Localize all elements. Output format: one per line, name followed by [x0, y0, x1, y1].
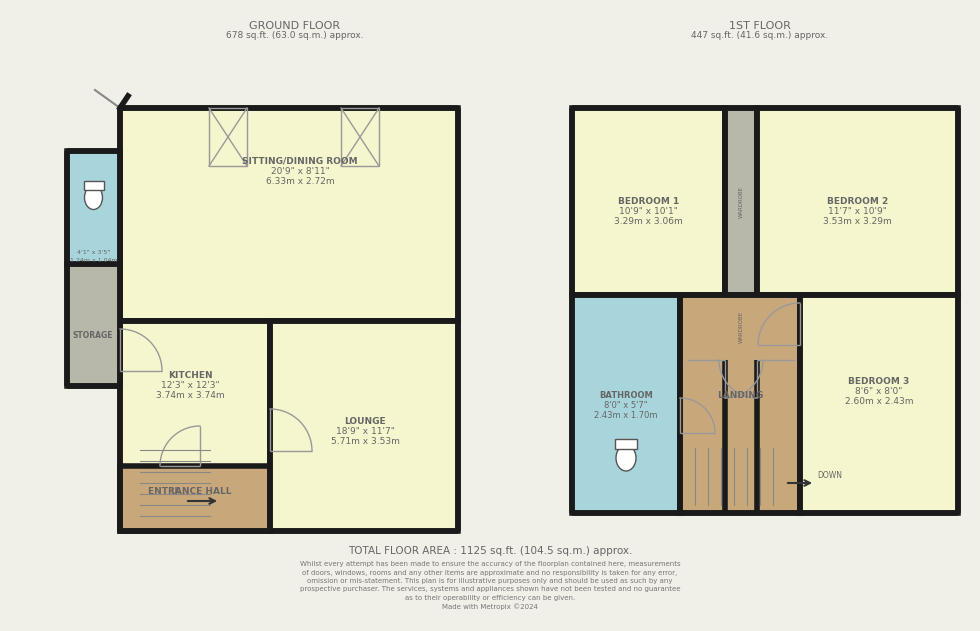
Bar [270, 321, 458, 531]
Text: of doors, windows, rooms and any other items are approximate and no responsibili: of doors, windows, rooms and any other i… [303, 570, 677, 575]
Text: 12'3" x 12'3": 12'3" x 12'3" [161, 382, 220, 391]
Text: 8'6" x 8'0": 8'6" x 8'0" [856, 387, 903, 396]
Bar [725, 108, 757, 295]
Text: ENTRANCE HALL: ENTRANCE HALL [148, 487, 231, 495]
Text: 8'0" x 5'7": 8'0" x 5'7" [605, 401, 648, 411]
Text: 11'7" x 10'9": 11'7" x 10'9" [828, 206, 887, 216]
Bar [615, 439, 637, 449]
Text: BEDROOM 2: BEDROOM 2 [827, 196, 888, 206]
Text: 6.33m x 2.72m: 6.33m x 2.72m [266, 177, 334, 186]
Text: UP: UP [170, 487, 180, 495]
Text: TOTAL FLOOR AREA : 1125 sq.ft. (104.5 sq.m.) approx.: TOTAL FLOOR AREA : 1125 sq.ft. (104.5 sq… [348, 546, 632, 556]
Text: DOWN: DOWN [817, 471, 843, 480]
Text: KITCHEN: KITCHEN [168, 372, 213, 380]
Bar [572, 108, 725, 295]
Text: 3.53m x 3.29m: 3.53m x 3.29m [823, 216, 892, 225]
Text: GROUND FLOOR: GROUND FLOOR [250, 21, 341, 31]
Text: WARDROBE: WARDROBE [739, 311, 744, 343]
Bar [800, 295, 958, 513]
Text: as to their operability or efficiency can be given.: as to their operability or efficiency ca… [405, 595, 575, 601]
Text: prospective purchaser. The services, systems and appliances shown have not been : prospective purchaser. The services, sys… [300, 586, 680, 593]
Text: 1ST FLOOR: 1ST FLOOR [729, 21, 791, 31]
Bar [120, 466, 270, 531]
Text: 1.24m x 1.04m: 1.24m x 1.04m [70, 257, 118, 262]
Bar [725, 295, 757, 360]
Ellipse shape [84, 186, 103, 209]
Bar [341, 108, 379, 166]
Text: Made with Metropix ©2024: Made with Metropix ©2024 [442, 603, 538, 610]
Text: 2.60m x 2.43m: 2.60m x 2.43m [845, 396, 913, 406]
Text: 3.74m x 3.74m: 3.74m x 3.74m [156, 391, 224, 401]
Text: WARDROBE: WARDROBE [739, 186, 744, 218]
Text: SITTING/DINING ROOM: SITTING/DINING ROOM [242, 156, 358, 165]
Text: BEDROOM 3: BEDROOM 3 [849, 377, 909, 386]
Bar [120, 321, 270, 531]
Bar [83, 180, 104, 189]
Text: omission or mis-statement. This plan is for illustrative purposes only and shoul: omission or mis-statement. This plan is … [308, 578, 672, 584]
Text: 10'9" x 10'1": 10'9" x 10'1" [619, 206, 678, 216]
Text: BEDROOM 1: BEDROOM 1 [617, 196, 679, 206]
Text: 5.71m x 3.53m: 5.71m x 3.53m [330, 437, 400, 445]
Bar [209, 108, 247, 166]
Text: LOUNGE: LOUNGE [344, 416, 386, 425]
Bar [757, 108, 958, 295]
Text: 4'1" x 3'5": 4'1" x 3'5" [76, 249, 110, 254]
Text: 20'9" x 8'11": 20'9" x 8'11" [270, 167, 329, 175]
Text: 678 sq.ft. (63.0 sq.m.) approx.: 678 sq.ft. (63.0 sq.m.) approx. [226, 32, 364, 40]
Text: LANDING: LANDING [717, 391, 763, 401]
Bar [67, 264, 120, 386]
Text: 447 sq.ft. (41.6 sq.m.) approx.: 447 sq.ft. (41.6 sq.m.) approx. [691, 32, 829, 40]
Text: 18'9" x 11'7": 18'9" x 11'7" [335, 427, 394, 435]
Text: BATHROOM: BATHROOM [599, 391, 653, 401]
Bar [67, 151, 120, 264]
Bar [120, 108, 458, 321]
Text: Whilst every attempt has been made to ensure the accuracy of the floorplan conta: Whilst every attempt has been made to en… [300, 561, 680, 567]
Bar [572, 295, 680, 513]
Text: 3.29m x 3.06m: 3.29m x 3.06m [614, 216, 683, 225]
Text: STORAGE: STORAGE [73, 331, 114, 341]
Bar [680, 295, 800, 513]
Ellipse shape [616, 445, 636, 471]
Text: 2.43m x 1.70m: 2.43m x 1.70m [594, 411, 658, 420]
